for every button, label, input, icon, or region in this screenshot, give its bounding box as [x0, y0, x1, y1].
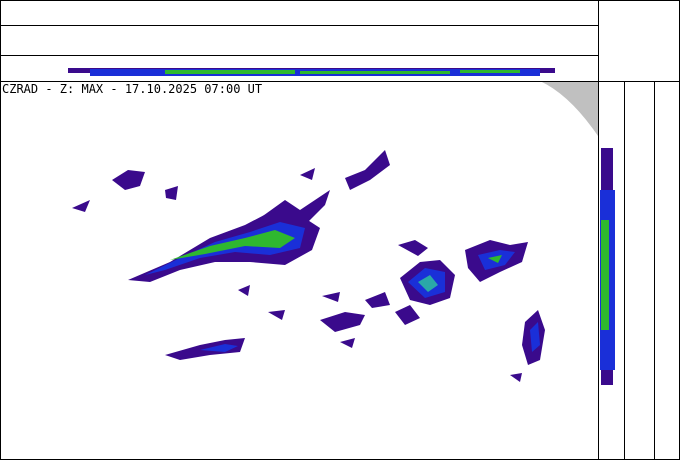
echo: [112, 170, 145, 190]
echo: [398, 240, 428, 256]
product-title: CZRAD - Z: MAX - 17.10.2025 07:00 UT: [2, 82, 262, 96]
echo: [300, 168, 315, 180]
echo: [530, 322, 540, 352]
right-projection: [600, 148, 615, 385]
range-mask: [540, 81, 598, 136]
echo: [345, 150, 390, 190]
echo: [72, 200, 90, 212]
echo: [320, 312, 365, 332]
echo: [260, 190, 330, 225]
echo: [510, 373, 522, 382]
echo: [165, 186, 178, 200]
echo: [340, 338, 355, 348]
echo: [488, 255, 502, 263]
echo: [395, 305, 420, 325]
echo: [365, 292, 390, 308]
echo: [268, 310, 285, 320]
echo: [200, 344, 238, 352]
echo: [238, 285, 250, 296]
projection-band: [165, 70, 295, 74]
echo: [418, 275, 438, 292]
projection-band: [300, 71, 450, 74]
projection-band: [601, 220, 609, 330]
echo: [322, 292, 340, 302]
projection-band: [460, 70, 520, 73]
top-projection: [68, 68, 555, 76]
radar-echoes: [72, 150, 545, 382]
echo: [170, 230, 295, 260]
